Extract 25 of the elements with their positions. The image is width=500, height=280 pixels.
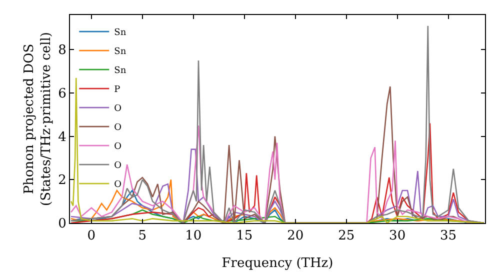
legend-label: O <box>114 180 122 190</box>
x-tick-label: 15 <box>236 228 253 244</box>
legend-label: O <box>114 104 122 114</box>
y-tick-label: 8 <box>58 43 66 58</box>
y-tick-label: 0 <box>58 216 66 232</box>
x-tick-label: 20 <box>287 228 304 244</box>
x-tick-label: 0 <box>87 228 96 244</box>
x-tick-label: 35 <box>440 228 457 244</box>
line-series <box>70 25 485 223</box>
y-tick-label: 2 <box>58 173 66 188</box>
x-axis-title: Frequency (THz) <box>222 256 334 272</box>
legend-label: O <box>114 161 122 172</box>
y-tick-label: 6 <box>58 86 66 102</box>
x-tick-label: 25 <box>338 228 355 244</box>
y-tick-label: 4 <box>58 130 66 145</box>
y-axis-title: Phonon projected DOS (States/THz·primitive cell) <box>22 32 54 206</box>
legend-label: O <box>114 142 122 152</box>
legend-label: P <box>114 85 120 96</box>
legend-label: O <box>114 123 122 134</box>
legend-label: Sn <box>114 28 126 38</box>
legend-label: Sn <box>114 66 126 76</box>
legend-label: Sn <box>114 47 126 58</box>
x-tick-label: 30 <box>389 228 406 244</box>
x-tick-label: 10 <box>185 228 202 244</box>
x-tick-label: 5 <box>138 228 147 244</box>
